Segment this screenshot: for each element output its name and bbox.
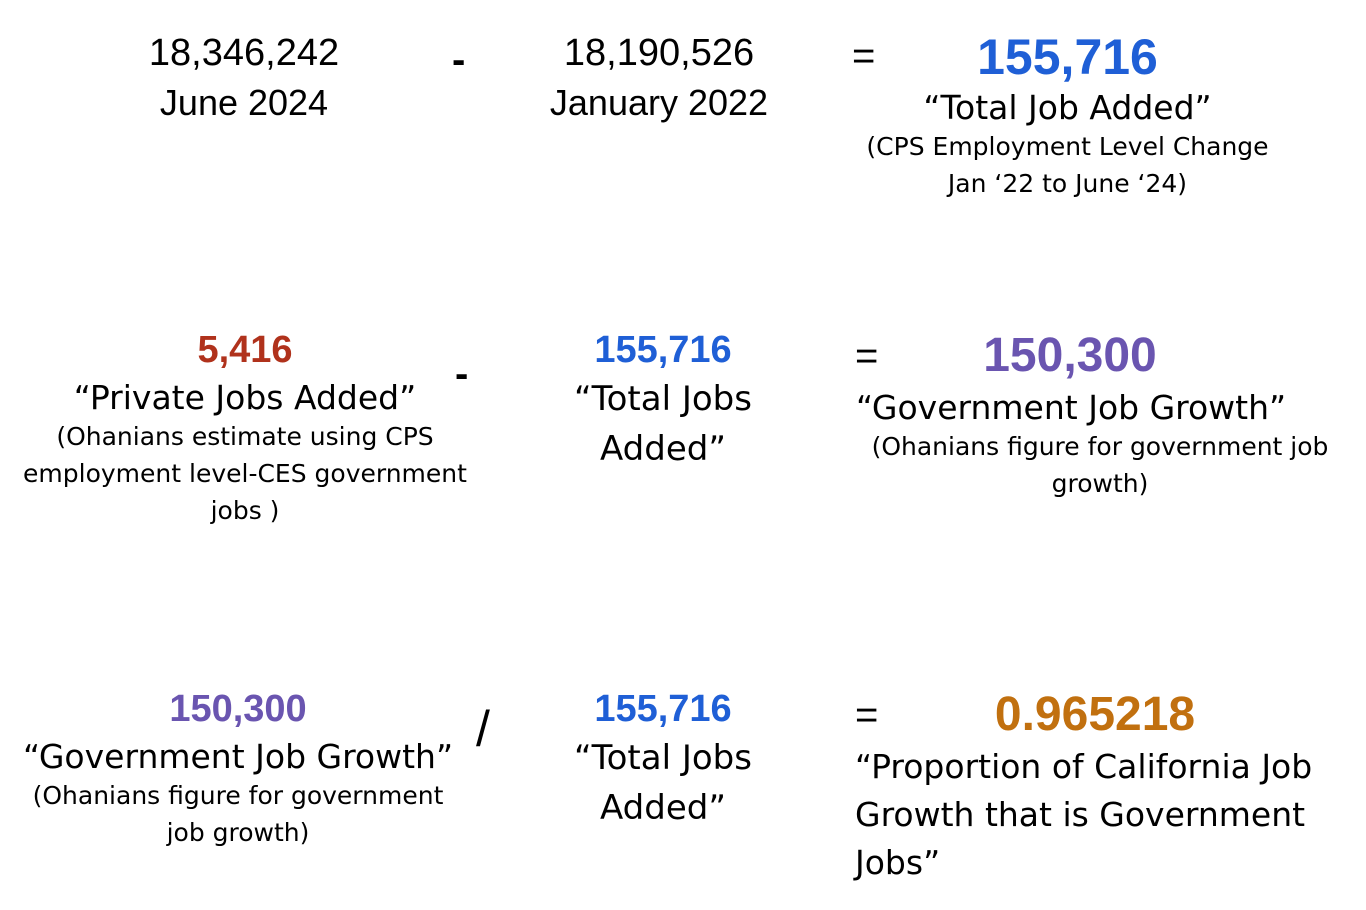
row3-result-label-line1: “Proportion of California Job: [855, 747, 1313, 786]
row1-operand-b: 18,190,526 January 2022: [509, 28, 809, 128]
row2-result-label: “Government Job Growth”: [856, 388, 1287, 427]
row3-divide-operator: /: [476, 701, 490, 757]
row1-result-label: “Total Job Added”: [923, 88, 1212, 127]
row2-equals-operator: =: [855, 334, 879, 378]
row1-result-note-line2: Jan ‘22 to June ‘24): [947, 169, 1188, 198]
row3-operand-b: 155,716 “Total Jobs Added”: [538, 685, 788, 833]
row2-result-note-line1: (Ohanians figure for government job: [871, 432, 1329, 461]
row2-a-note-line2: employment level-CES government: [23, 459, 467, 488]
row1-result-note-line1: (CPS Employment Level Change: [866, 132, 1269, 161]
row3-equals-operator: =: [855, 693, 879, 737]
row2-b-value: 155,716: [594, 329, 732, 371]
row3-result-label-line2: Growth that is Government: [855, 795, 1306, 834]
row1-a-label: June 2024: [159, 82, 329, 123]
row2-a-value: 5,416: [197, 329, 293, 371]
row3-a-label: “Government Job Growth”: [22, 737, 454, 776]
row3-b-label-line1: “Total Jobs: [574, 738, 752, 778]
row2-b-label-line1: “Total Jobs: [574, 379, 752, 419]
row2-a-note-line1: (Ohanians estimate using CPS: [56, 422, 434, 451]
row2-a-note-line3: jobs ): [210, 496, 280, 525]
row3-result-label-line3: Jobs”: [855, 843, 941, 882]
row3-result-value: 0.965218: [994, 688, 1196, 741]
row3-result: 0.965218 “Proportion of California Job G…: [855, 687, 1355, 887]
row2-a-label: “Private Jobs Added”: [73, 378, 417, 417]
row1-equals-operator: =: [852, 34, 876, 78]
row2-result-value: 150,300: [983, 329, 1157, 382]
row1-b-value: 18,190,526: [563, 32, 755, 74]
row3-b-label-line2: Added”: [600, 788, 726, 828]
row3-a-note-line2: job growth): [166, 818, 310, 847]
row1-b-label: January 2022: [549, 82, 769, 123]
row3-b-value: 155,716: [594, 688, 732, 730]
row2-result: 150,300 “Government Job Growth” (Ohanian…: [850, 328, 1330, 502]
row1-operand-a: 18,346,242 June 2024: [94, 28, 394, 128]
row3-a-value: 150,300: [169, 688, 307, 730]
row1-a-value: 18,346,242: [148, 32, 340, 74]
row1-result: 155,716 “Total Job Added” (CPS Employmen…: [845, 28, 1290, 202]
row2-result-note-line2: growth): [1051, 469, 1149, 498]
row2-b-label-line2: Added”: [600, 429, 726, 469]
row2-operand-a: 5,416 “Private Jobs Added” (Ohanians est…: [20, 326, 470, 529]
row2-minus-operator: -: [455, 352, 469, 396]
row1-result-value: 155,716: [977, 29, 1158, 85]
row2-operand-b: 155,716 “Total Jobs Added”: [538, 326, 788, 474]
row1-minus-operator: -: [452, 38, 466, 82]
row3-a-note-line1: (Ohanians figure for government: [32, 781, 444, 810]
row3-operand-a: 150,300 “Government Job Growth” (Ohanian…: [18, 685, 458, 851]
